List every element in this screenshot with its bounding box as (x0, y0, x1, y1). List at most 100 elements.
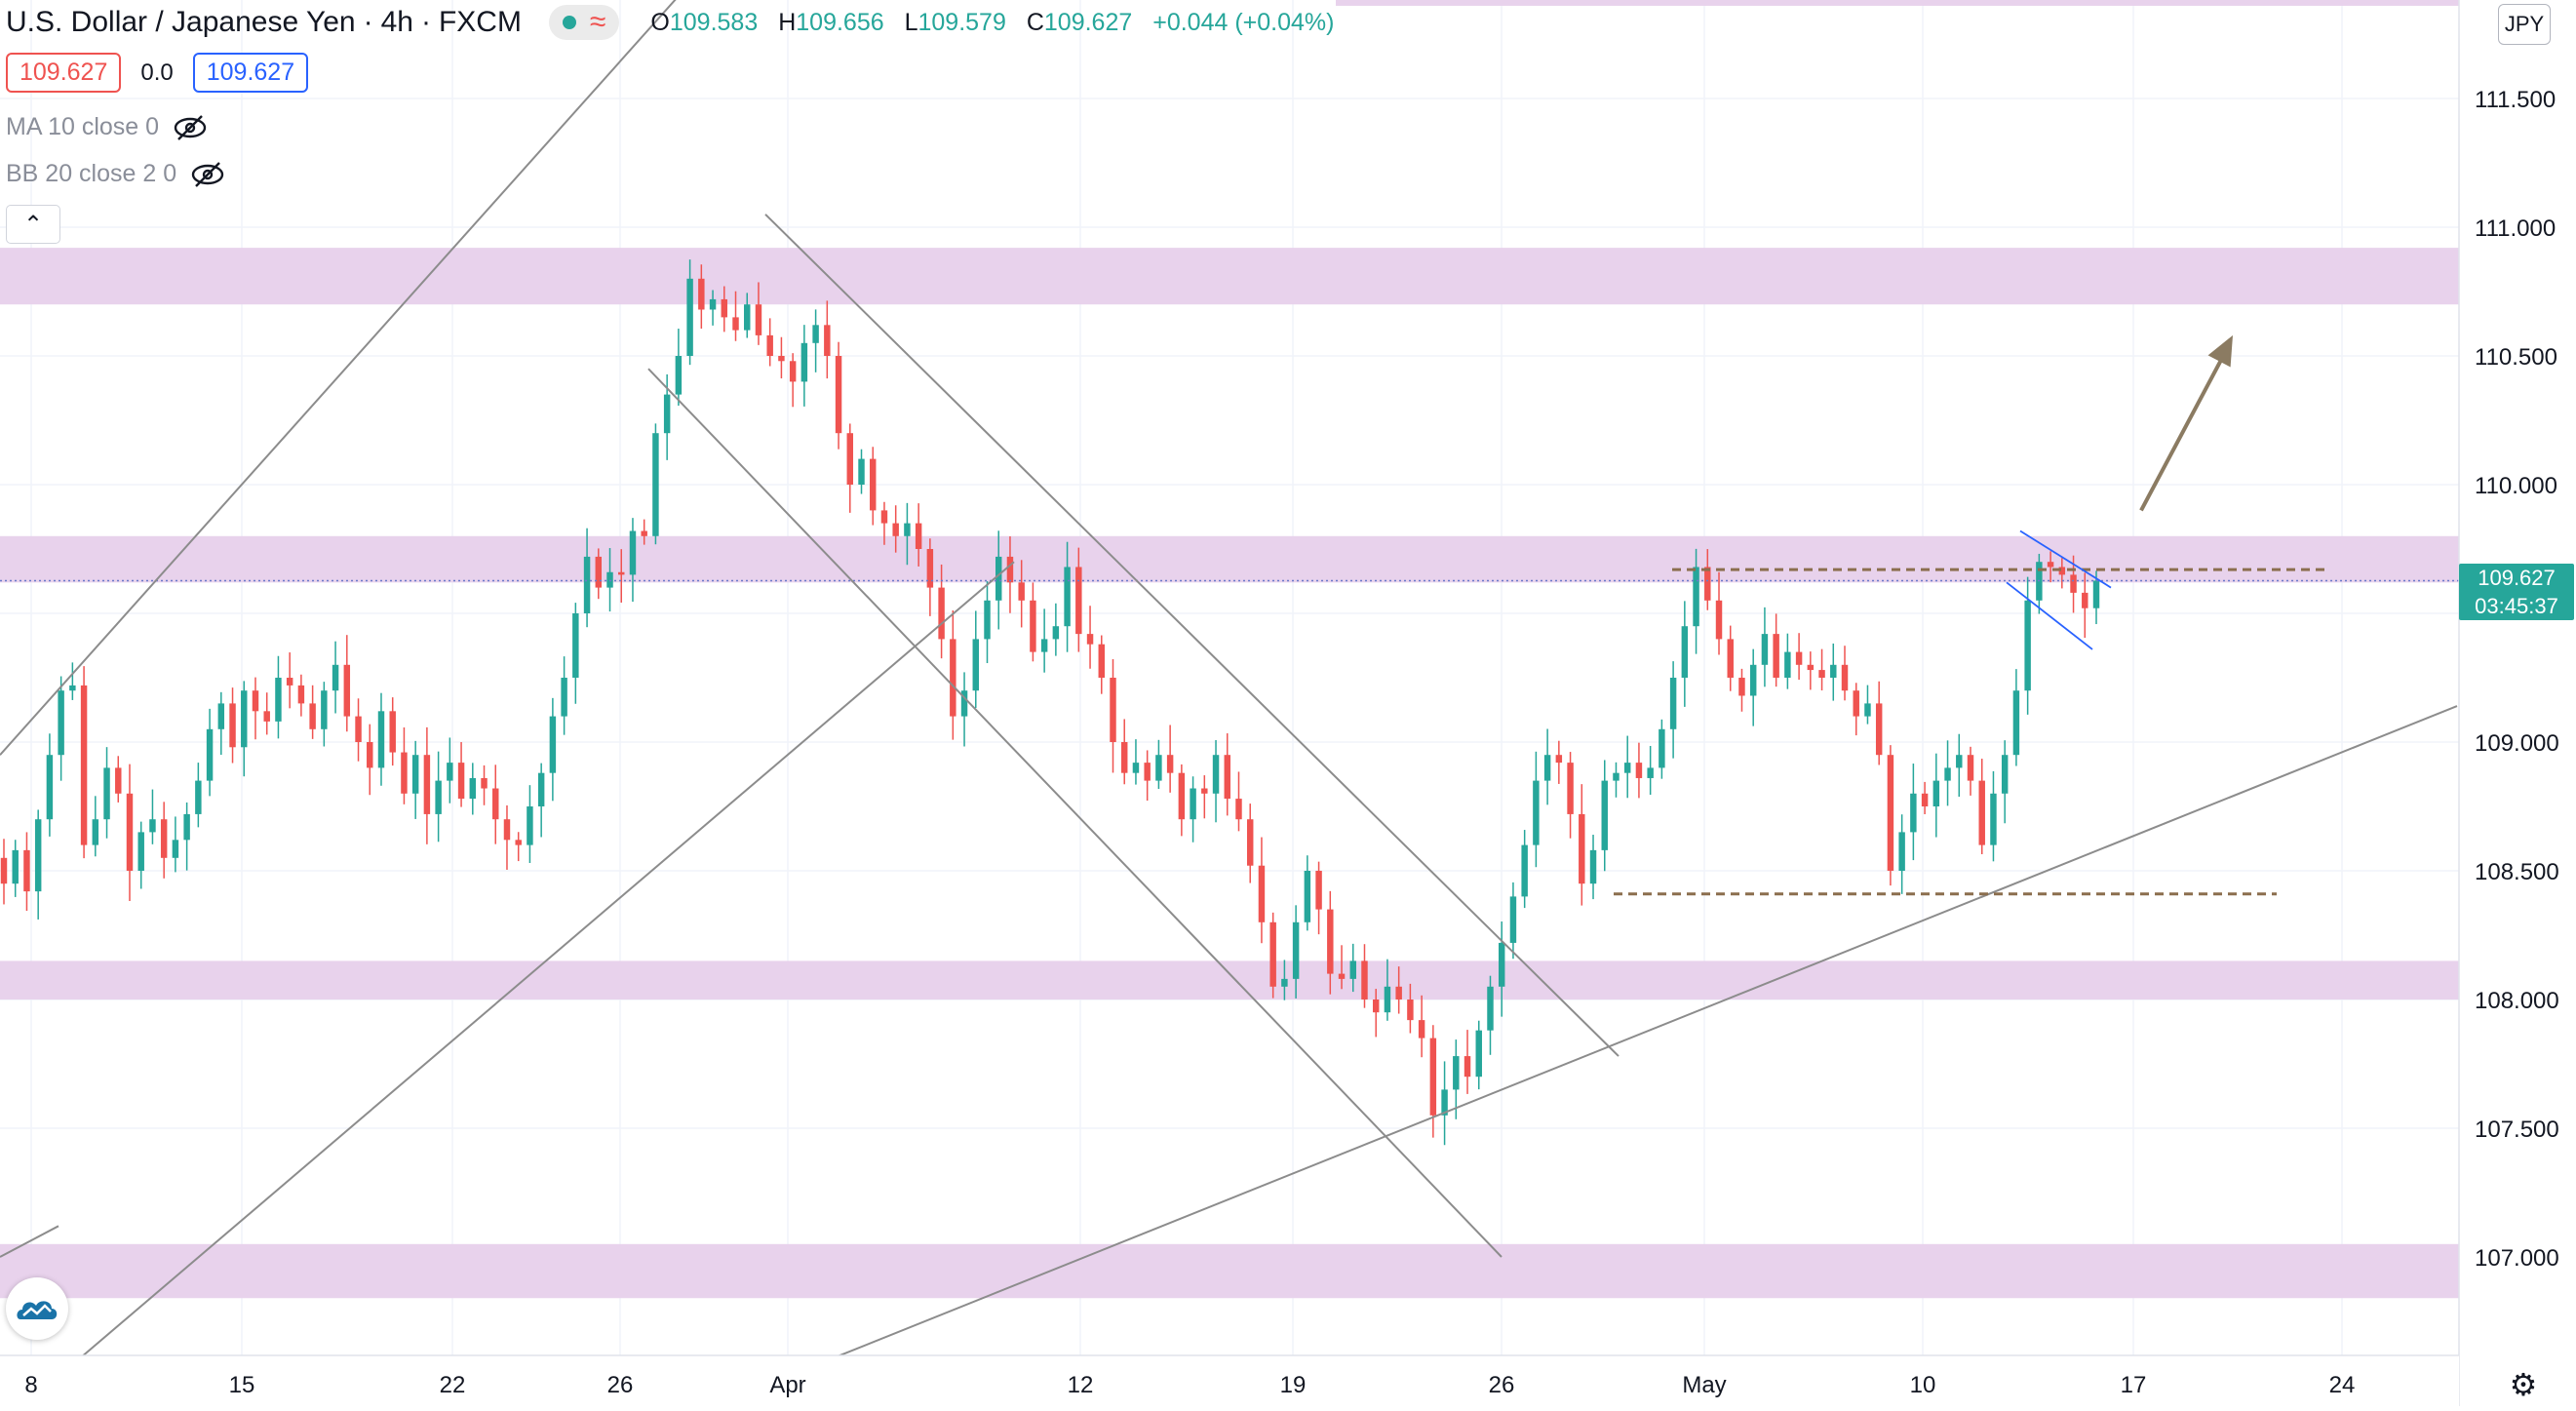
candle-body (1807, 664, 1815, 671)
candle-body (1589, 849, 1597, 884)
candle-body (1830, 664, 1837, 678)
candle-body (835, 356, 842, 434)
candle-body (401, 752, 408, 794)
candle-body (34, 819, 42, 892)
candle-body (1567, 763, 1574, 814)
y-tick-label: 110.500 (2475, 344, 2557, 371)
trendline (0, 1225, 59, 1258)
collapse-legend-button[interactable]: ⌃ (6, 205, 60, 244)
candle-body (721, 298, 728, 318)
candle-body (880, 510, 888, 524)
candle-body (1384, 986, 1391, 1013)
tradingview-logo-button[interactable] (6, 1277, 68, 1340)
market-open-dot-icon (562, 16, 576, 29)
eye-off-icon[interactable] (190, 161, 225, 188)
candle-body (572, 613, 579, 678)
candle-body (195, 780, 202, 814)
candle-body (583, 556, 591, 613)
candle-body (1475, 1030, 1482, 1078)
candle-body (0, 857, 8, 884)
x-tick-label: 22 (440, 1372, 466, 1398)
candle-body (1246, 819, 1254, 866)
candle-body (343, 664, 351, 717)
indicator-bb[interactable]: BB 20 close 2 0 (6, 160, 225, 188)
candle-body (241, 690, 248, 748)
candle-body (915, 523, 922, 549)
candle-body (1212, 755, 1220, 794)
candle-body (515, 840, 522, 845)
candle-body (1555, 755, 1563, 764)
candle-body (1144, 763, 1151, 781)
currency-button[interactable]: JPY (2498, 4, 2551, 45)
candle-body (447, 763, 453, 781)
flag-line (2006, 581, 2093, 650)
candle-body (789, 361, 797, 382)
y-tick-label: 108.500 (2475, 859, 2559, 885)
candle-body (1669, 678, 1677, 729)
sr-zone (0, 535, 2459, 583)
candle-body (1224, 755, 1230, 800)
flag-line (2019, 529, 2112, 589)
candle-body (1132, 763, 1140, 773)
candle-body (1327, 909, 1334, 974)
candle-body (892, 523, 899, 536)
candle-body (1372, 999, 1380, 1013)
sr-zones (0, 0, 2459, 1299)
candle-body (1453, 1056, 1460, 1090)
candle-body (1635, 763, 1643, 778)
candle-body (1429, 1038, 1437, 1116)
candle-body (663, 394, 671, 434)
candle-body (561, 678, 567, 717)
candle-body (46, 755, 54, 820)
candle-body (824, 325, 831, 356)
candle-body (286, 678, 293, 686)
sr-zone (1336, 0, 2459, 6)
candle-body (812, 325, 819, 343)
candle-body (1166, 755, 1174, 773)
candle-body (870, 458, 877, 511)
candle-body (1120, 742, 1128, 773)
candle-body (960, 690, 968, 717)
candle-body (1235, 799, 1242, 820)
eye-off-icon[interactable] (173, 114, 208, 141)
candle-body (2092, 580, 2100, 608)
candle-body (1910, 793, 1917, 833)
candle-body (2024, 600, 2031, 691)
market-status-badge[interactable]: ≈ (548, 5, 620, 40)
interval-label[interactable]: 4h (380, 6, 413, 38)
buy-price-button[interactable]: 109.627 (192, 53, 309, 93)
candle-body (1990, 793, 1997, 845)
candle-body (1898, 832, 1905, 871)
sell-price-button[interactable]: 109.627 (6, 53, 122, 93)
candle-body (1155, 755, 1162, 781)
symbol-title[interactable]: U.S. Dollar / Japanese Yen (6, 6, 356, 38)
candle-body (778, 356, 785, 362)
gear-icon[interactable]: ⚙ (2509, 1367, 2538, 1402)
indicator-label: BB 20 close 2 0 (6, 160, 177, 187)
candle-body (2082, 592, 2088, 608)
candle-body (1098, 644, 1105, 678)
x-tick-label: 19 (1280, 1372, 1307, 1398)
candle-body (103, 767, 110, 820)
candle-body (1509, 896, 1517, 943)
candle-body (995, 556, 1002, 601)
x-tick-label: 26 (1489, 1372, 1515, 1398)
last-price-label: 109.627 03:45:37 (2459, 564, 2574, 620)
candle-body (309, 703, 316, 729)
candle-body (1487, 986, 1494, 1031)
candle-body (1727, 639, 1734, 678)
candle-body (481, 777, 488, 789)
candle-body (1086, 634, 1094, 645)
chevron-up-icon: ⌃ (22, 211, 44, 238)
candle-body (469, 777, 477, 800)
x-tick-label: 15 (229, 1372, 255, 1398)
candle-body (904, 523, 911, 536)
candle-body (1464, 1056, 1471, 1078)
candle-body (1944, 767, 1951, 781)
indicator-ma[interactable]: MA 10 close 0 (6, 113, 208, 141)
candle-body (709, 298, 717, 310)
candle-body (149, 819, 156, 833)
